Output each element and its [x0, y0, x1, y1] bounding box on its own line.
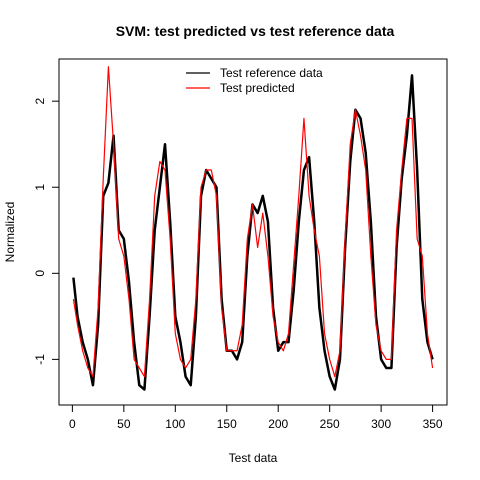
x-tick-label: 100 — [165, 417, 185, 431]
y-tick-label: 0 — [33, 270, 47, 277]
x-tick-label: 150 — [217, 417, 237, 431]
x-tick-label: 300 — [371, 417, 391, 431]
series-line — [72, 74, 434, 391]
y-axis-label: Normalized — [3, 202, 17, 263]
y-tick-label: -1 — [33, 354, 47, 365]
legend-label: Test reference data — [220, 66, 323, 80]
x-tick-label: 350 — [423, 417, 443, 431]
x-tick-label: 200 — [268, 417, 288, 431]
x-tick-label: 0 — [69, 417, 76, 431]
x-axis-label: Test data — [229, 451, 278, 465]
chart-title: SVM: test predicted vs test reference da… — [116, 23, 395, 39]
x-tick-label: 50 — [117, 417, 131, 431]
plot-frame — [58, 58, 448, 406]
legend-box — [178, 59, 335, 101]
y-tick-label: 2 — [33, 98, 47, 105]
x-tick-label: 250 — [320, 417, 340, 431]
series-line — [72, 66, 434, 378]
legend-label: Test predicted — [220, 81, 295, 95]
y-tick-label: 1 — [33, 184, 47, 191]
